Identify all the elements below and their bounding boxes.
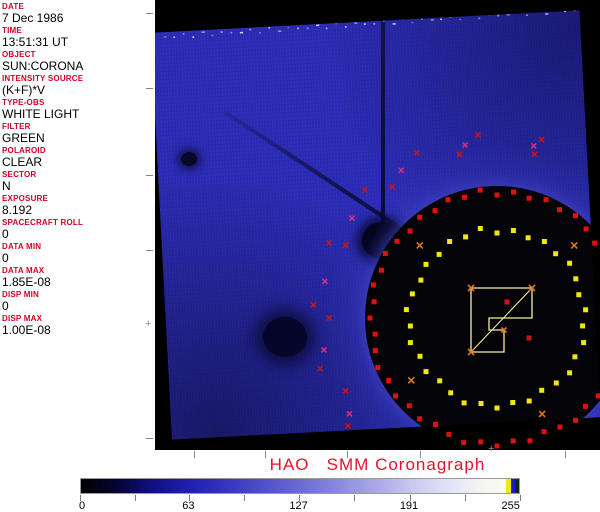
- metadata-label: INTENSITY SOURCE: [2, 74, 84, 83]
- metadata-value: N: [2, 179, 11, 193]
- colorbar-minor-tick: [243, 495, 245, 501]
- colorbar-minor-tick: [354, 495, 356, 501]
- metadata-label: TYPE-OBS: [2, 98, 45, 107]
- metadata-label: DATE: [2, 2, 24, 11]
- metadata-row: TIME 13:51:31 UT: [2, 26, 140, 49]
- metadata-value: SUN:CORONA: [2, 59, 84, 73]
- metadata-row: DATA MIN 0: [2, 242, 140, 265]
- metadata-value: GREEN: [2, 131, 45, 145]
- colorbar-tick-label: 63: [182, 500, 195, 512]
- axis-tick-bottom: [194, 451, 195, 458]
- colorbar-tick-label: 127: [289, 500, 308, 512]
- metadata-row: POLAROID CLEAR: [2, 146, 140, 169]
- metadata-label: DATA MIN: [2, 242, 42, 251]
- axis-tick-bottom: [420, 451, 421, 458]
- metadata-row: DATA MAX 1.85E-08: [2, 266, 140, 289]
- axis-tick-left: [146, 13, 153, 14]
- colorbar-minor-tick: [464, 495, 466, 501]
- colorbar-major-tick: [80, 495, 81, 501]
- metadata-label: DATA MAX: [2, 266, 45, 275]
- colorbar-tick-label: 255: [501, 500, 520, 512]
- metadata-label: SPACECRAFT ROLL: [2, 218, 84, 227]
- metadata-label: DISP MIN: [2, 290, 40, 299]
- page-title: HAO SMM Coronagraph: [269, 455, 486, 474]
- metadata-row: SECTOR N: [2, 170, 140, 193]
- metadata-label: POLAROID: [2, 146, 46, 155]
- axis-tick-left: [146, 438, 153, 439]
- axis-tick-bottom: [347, 451, 348, 458]
- colorbar-mark-yellow: [506, 479, 511, 493]
- metadata-value: 0: [2, 227, 9, 241]
- metadata-row: DISP MIN 0: [2, 290, 140, 313]
- metadata-row: TYPE-OBS WHITE LIGHT: [2, 98, 140, 121]
- axis-tick-bottom: [565, 451, 566, 458]
- metadata-value: 8.192: [2, 203, 33, 217]
- colorbar-major-tick: [299, 495, 301, 501]
- colorbar-mark-dark: [514, 479, 519, 493]
- image-panel[interactable]: [155, 0, 600, 450]
- metadata-row: DATE 7 Dec 1986: [2, 2, 140, 25]
- metadata-label: TIME: [2, 26, 22, 35]
- axis-tick-left: [146, 88, 153, 89]
- colorbar[interactable]: [80, 478, 520, 494]
- axis-crosshair-left: +: [145, 318, 152, 330]
- sky-noise-texture: [155, 0, 600, 450]
- colorbar-tick-label: 0: [79, 500, 86, 512]
- axis-tick-left: [146, 250, 153, 251]
- metadata-label: SECTOR: [2, 170, 37, 179]
- metadata-value: 1.85E-08: [2, 275, 51, 289]
- metadata-label: DISP MAX: [2, 314, 43, 323]
- axis-crosshair-bottom: +: [488, 443, 495, 455]
- metadata-label: EXPOSURE: [2, 194, 49, 203]
- axis-tick-left: [146, 175, 153, 176]
- metadata-value: (K+F)*V: [2, 83, 46, 97]
- metadata-row: DISP MAX 1.00E-08: [2, 314, 140, 337]
- metadata-value: 7 Dec 1986: [2, 11, 64, 25]
- metadata-label: OBJECT: [2, 50, 36, 59]
- colorbar-major-tick: [409, 495, 411, 501]
- colorbar-mark-blue: [510, 479, 515, 493]
- metadata-value: 13:51:31 UT: [2, 35, 69, 49]
- colorbar-gradient: [81, 479, 507, 493]
- metadata-row: EXPOSURE 8.192: [2, 194, 140, 217]
- metadata-label: FILTER: [2, 122, 31, 131]
- metadata-row: INTENSITY SOURCE (K+F)*V: [2, 74, 140, 97]
- colorbar-major-tick: [520, 495, 521, 501]
- metadata-row: FILTER GREEN: [2, 122, 140, 145]
- axis-tick-bottom: [265, 451, 266, 458]
- metadata-row: SPACECRAFT ROLL 0: [2, 218, 140, 241]
- metadata-value: CLEAR: [2, 155, 43, 169]
- metadata-value: 1.00E-08: [2, 323, 51, 337]
- metadata-value: 0: [2, 299, 9, 313]
- colorbar-major-tick: [188, 495, 190, 501]
- sky-background: [155, 0, 600, 450]
- metadata-row: OBJECT SUN:CORONA: [2, 50, 140, 73]
- metadata-value: 0: [2, 251, 9, 265]
- colorbar-tick-label: 191: [399, 500, 419, 512]
- colorbar-minor-tick: [135, 495, 137, 501]
- metadata-sidebar: DATE 7 Dec 1986 TIME 13:51:31 UT OBJECT SUN:C…: [0, 0, 140, 450]
- metadata-value: WHITE LIGHT: [2, 107, 80, 121]
